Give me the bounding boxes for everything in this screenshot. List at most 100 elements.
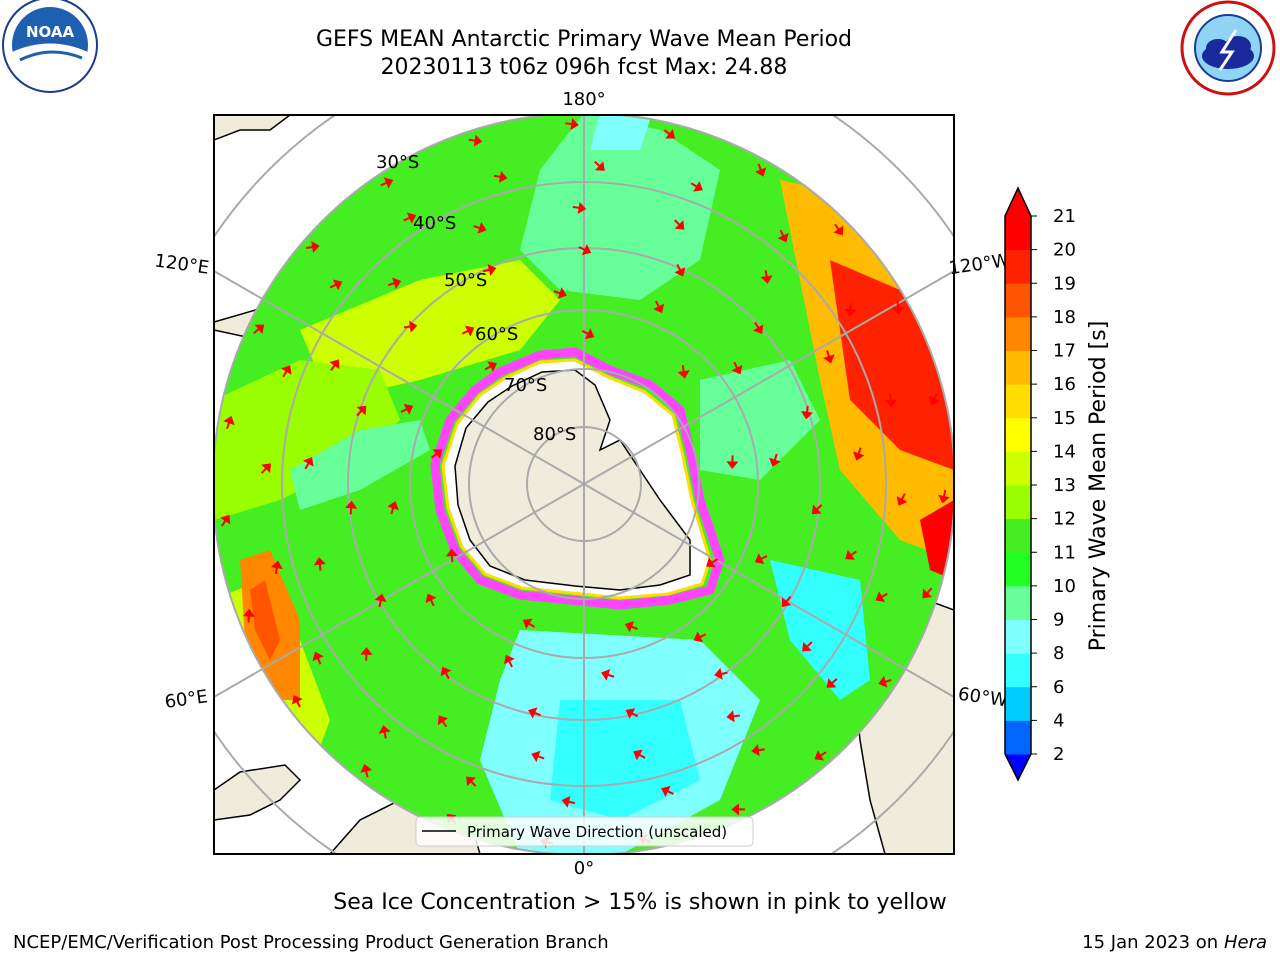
wave-arrow — [833, 223, 844, 236]
nws-logo — [1180, 0, 1276, 96]
wave-arrow — [403, 320, 418, 333]
colorbar-tick-label: 11 — [1053, 542, 1076, 563]
wave-arrow — [677, 365, 690, 379]
colorbar: 2 4 6 8 9 10 11 12 13 14 15 16 17 18 19 20 21 — [1004, 186, 1076, 782]
colorbar-tick-label: 15 — [1053, 408, 1076, 429]
wave-arrow — [329, 359, 340, 372]
lat-label-50s: 50°S — [444, 270, 487, 291]
colorbar-band — [1005, 585, 1031, 620]
wave-arrow — [594, 160, 605, 171]
wave-arrow — [726, 710, 740, 723]
wave-arrow — [374, 593, 387, 608]
colorbar-tick-label: 14 — [1053, 441, 1076, 462]
colorbar-band — [1005, 417, 1031, 452]
wave-arrow — [891, 301, 905, 315]
wave-arrow — [844, 303, 857, 317]
wave-arrow — [731, 803, 746, 816]
wave-arrow — [826, 678, 838, 688]
wave-arrow — [400, 403, 414, 415]
wave-arrow — [387, 501, 399, 515]
wave-arrow — [473, 222, 487, 234]
colorbar-band — [1005, 350, 1031, 385]
wave-arrow — [522, 618, 535, 629]
colorbar-tick-label: 21 — [1053, 206, 1076, 227]
map-legend: Primary Wave Direction (unscaled) — [415, 816, 754, 847]
wave-arrow — [425, 593, 437, 607]
chart-subtitle: 20230113 t06z 096h fcst Max: 24.88 — [380, 55, 788, 80]
wave-arrow — [356, 405, 367, 417]
noaa-logo-text: NOAA — [26, 23, 75, 41]
colorbar-band — [1005, 653, 1031, 688]
footer-date: 15 Jan 2023 on Hera — [1082, 932, 1267, 953]
wave-arrow — [690, 181, 703, 192]
wave-arrow — [751, 744, 765, 757]
wave-arrow — [800, 405, 814, 420]
wave-arrow — [922, 587, 933, 599]
wave-arrow — [754, 553, 768, 565]
colorbar-band — [1005, 686, 1031, 721]
wave-arrow — [378, 725, 391, 739]
wave-arrow — [553, 287, 567, 299]
colorbar-tick-label: 8 — [1053, 643, 1064, 664]
wave-arrow — [884, 393, 897, 408]
colorbar-band — [1005, 552, 1031, 587]
chart-title: GEFS MEAN Antarctic Primary Wave Mean Pe… — [315, 27, 853, 52]
map-area: 30°S 40°S 50°S 60°S 70°S 80°S Primary Wa… — [214, 115, 954, 854]
wave-arrow — [466, 776, 477, 787]
colorbar-band — [1005, 384, 1031, 419]
wave-arrow — [468, 134, 483, 147]
map-frame — [213, 114, 955, 855]
wave-arrow — [360, 764, 373, 778]
wave-arrow — [430, 449, 443, 459]
lon-label-120e: 120°E — [153, 250, 210, 278]
wave-arrow — [461, 325, 475, 337]
wave-arrow — [437, 715, 448, 728]
wave-arrow — [380, 177, 394, 189]
colorbar-extend-max — [1005, 188, 1031, 216]
wave-direction-arrows — [220, 118, 950, 849]
wave-arrow — [845, 549, 857, 560]
wave-arrow — [822, 350, 835, 364]
wave-arrow — [312, 651, 324, 665]
legend-label: Primary Wave Direction (unscaled) — [467, 823, 727, 841]
wave-arrow — [811, 504, 823, 515]
colorbar-band — [1005, 316, 1031, 351]
wave-arrow — [760, 270, 773, 284]
wave-arrow — [726, 455, 739, 469]
lat-label-70s: 70°S — [504, 375, 547, 396]
wave-arrow — [503, 654, 515, 668]
wave-arrow — [403, 212, 417, 224]
wave-arrow — [345, 500, 358, 515]
lat-label-30s: 30°S — [376, 152, 419, 173]
wave-arrow — [878, 675, 892, 688]
wave-arrow — [572, 201, 587, 214]
lon-label-0: 0° — [574, 858, 594, 879]
colorbar-tick-label: 13 — [1053, 475, 1076, 496]
wave-arrow — [484, 361, 497, 373]
colorbar-band — [1005, 619, 1031, 654]
colorbar-tick-label: 19 — [1053, 273, 1076, 294]
wave-arrow — [938, 489, 950, 504]
wave-arrow — [387, 277, 402, 290]
wave-arrow — [561, 795, 576, 808]
wave-arrow — [445, 548, 459, 563]
wave-arrow — [270, 560, 283, 575]
wave-arrow — [706, 557, 718, 568]
wave-arrow — [875, 591, 888, 603]
colorbar-tick-label: 9 — [1053, 610, 1064, 631]
wave-arrow — [624, 621, 638, 633]
latitude-labels: 30°S 40°S 50°S 60°S 70°S 80°S — [376, 152, 576, 445]
wave-arrow — [531, 750, 545, 763]
colorbar-band — [1005, 720, 1031, 755]
wave-arrow — [802, 641, 813, 652]
wave-arrow — [852, 447, 865, 461]
wave-arrow — [633, 749, 646, 761]
colorbar-band — [1005, 216, 1031, 251]
wave-arrow — [242, 608, 255, 623]
colorbar-label: Primary Wave Mean Period [s] — [1086, 321, 1111, 652]
wave-arrow — [896, 493, 908, 506]
lon-label-60w: 60°W — [957, 684, 1009, 712]
wave-arrow — [440, 666, 452, 680]
sea-ice-caption: Sea Ice Concentration > 15% is shown in … — [333, 890, 947, 915]
